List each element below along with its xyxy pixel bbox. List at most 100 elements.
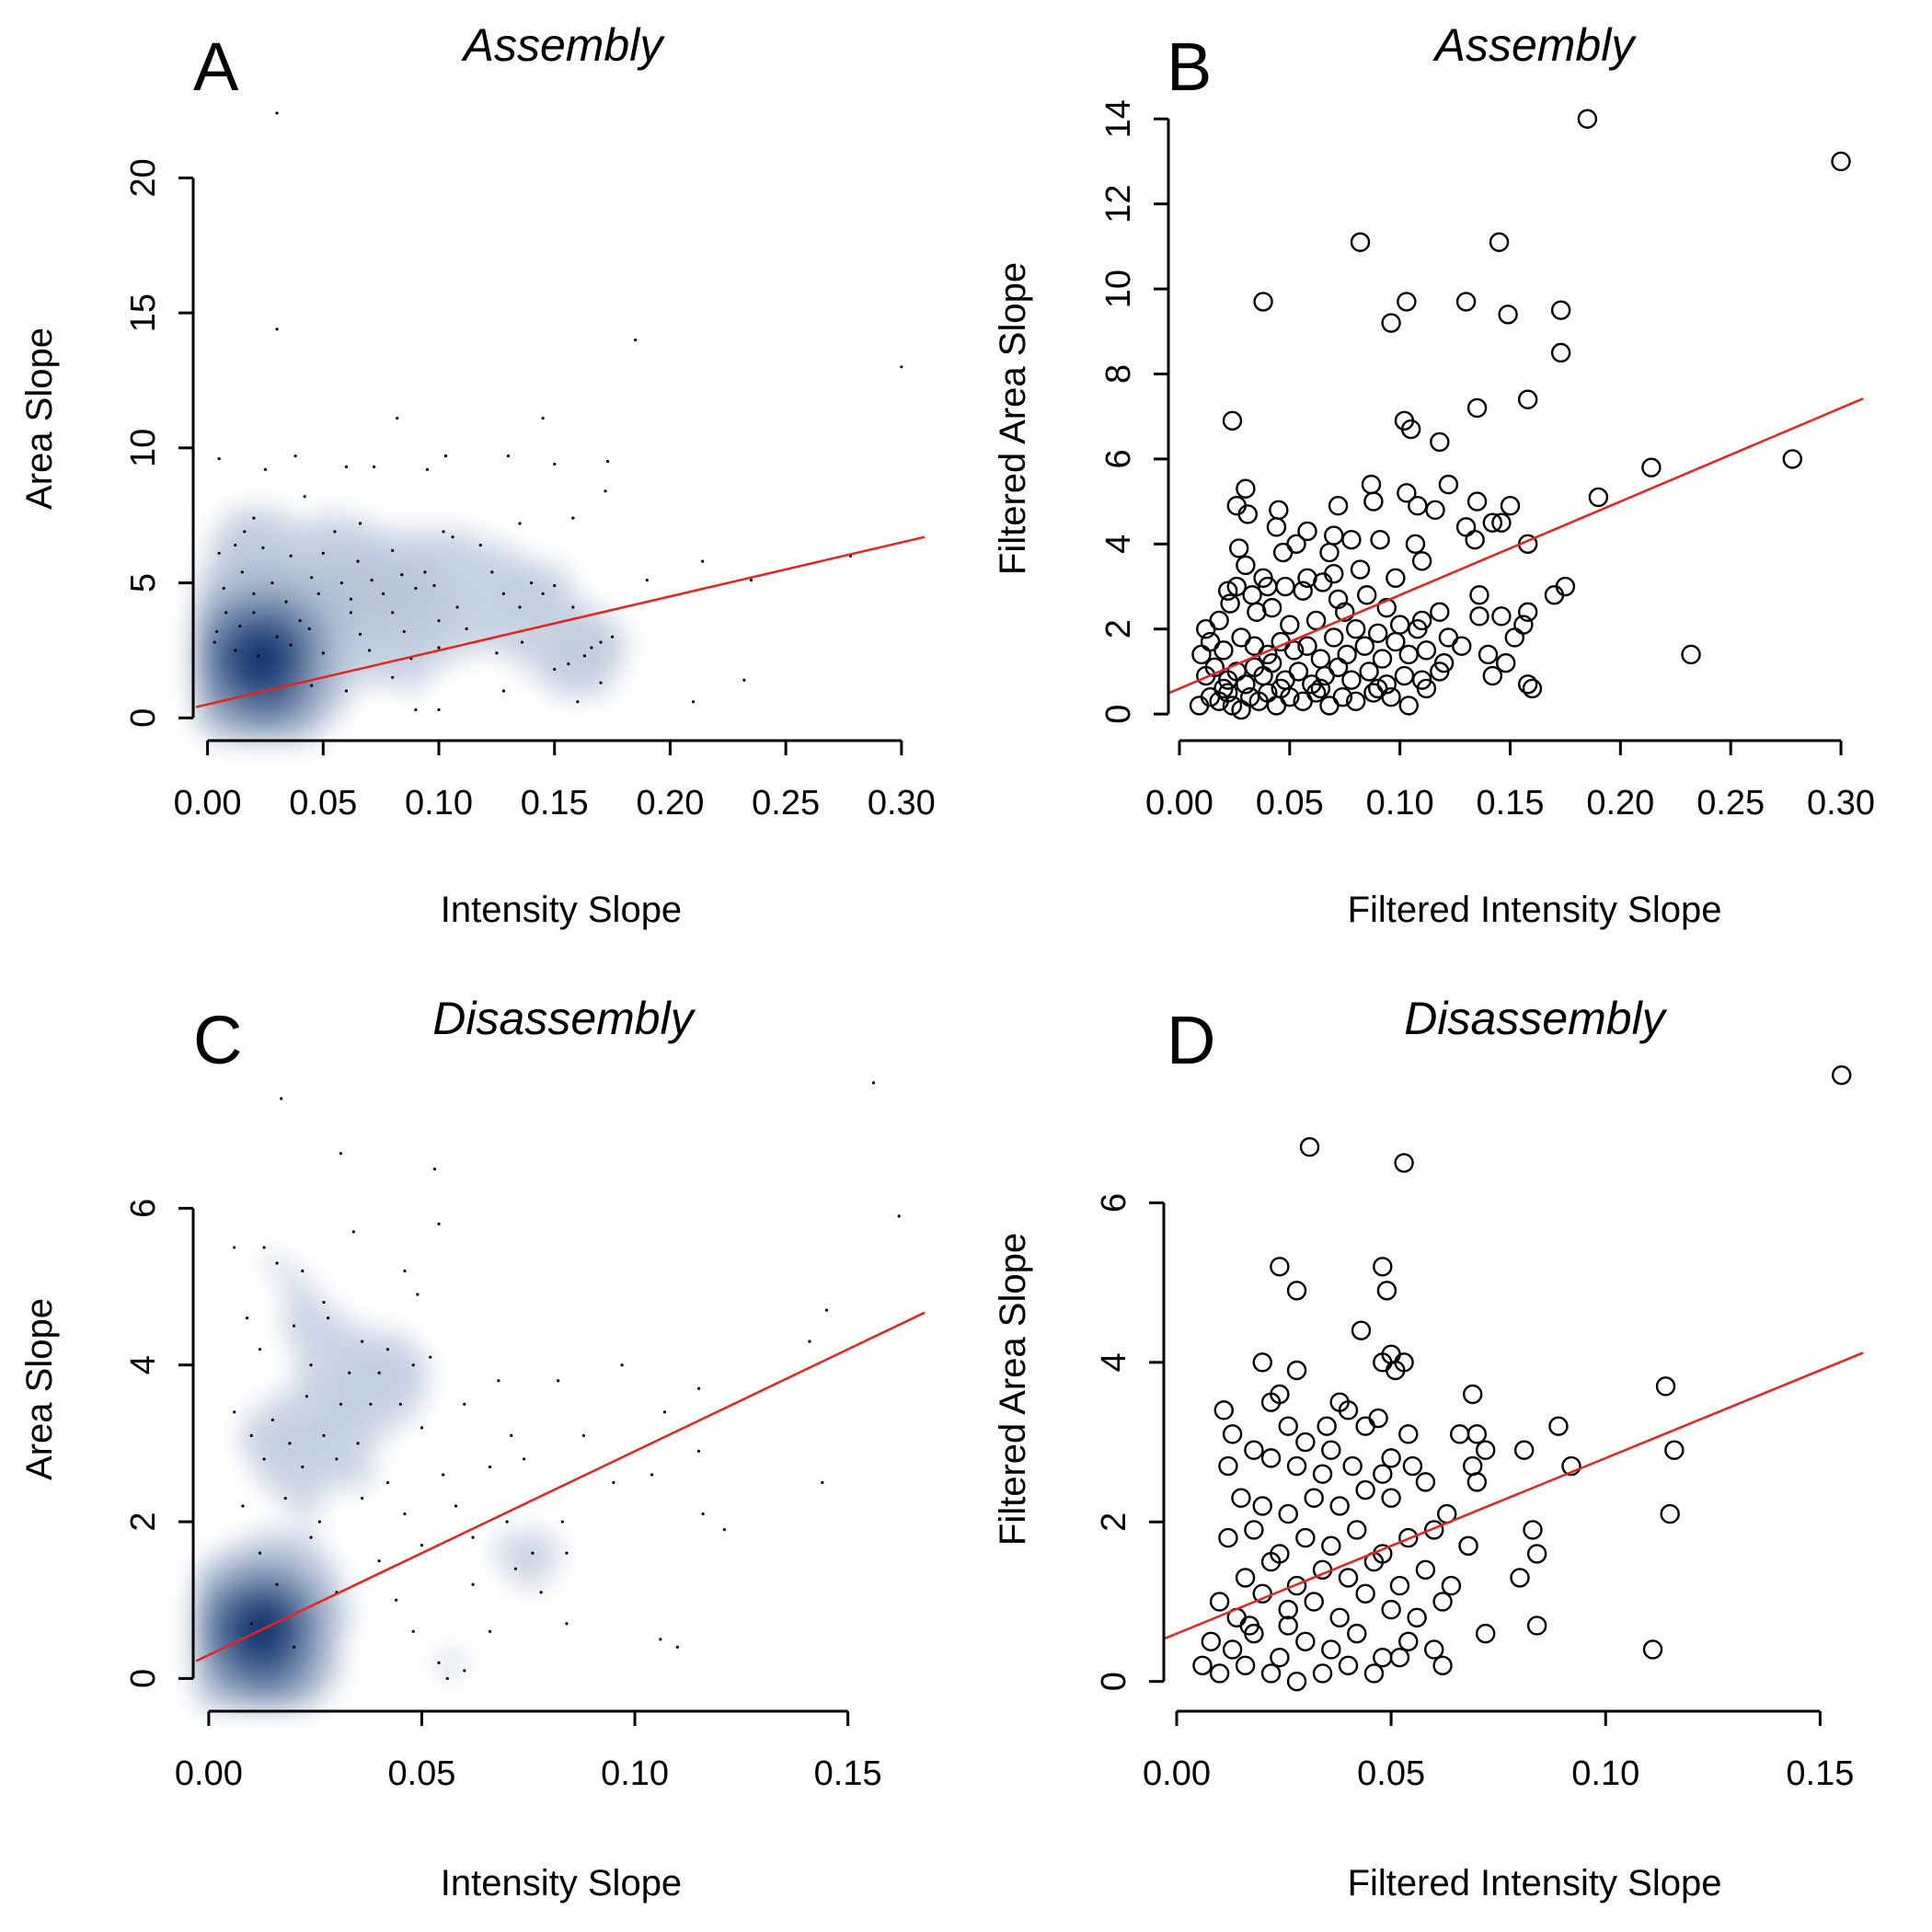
panel-c-y-axis: 0 2 4 6 (124, 1199, 195, 1688)
data-point (443, 454, 448, 458)
data-point (420, 1426, 424, 1430)
density-cell (196, 1641, 208, 1653)
density-cell (295, 1443, 307, 1455)
density-cell (273, 1597, 285, 1609)
density-cell (273, 1476, 285, 1488)
density-cell (538, 1542, 550, 1554)
density-cell (351, 1354, 362, 1366)
density-cell (472, 607, 484, 619)
density-cell (284, 1454, 296, 1466)
data-point (696, 1449, 701, 1454)
density-cell (251, 1553, 263, 1565)
density-cell (306, 1343, 318, 1355)
density-cell (593, 651, 605, 663)
density-cell (538, 673, 550, 685)
panel-a: A Assembly 0.00 0.05 0.10 0.15 0.20 0.25 0.30 … (19, 19, 936, 930)
x-tick-label: 0.30 (868, 784, 936, 822)
data-point (1361, 474, 1382, 495)
data-point (1328, 657, 1349, 678)
data-point (275, 328, 279, 331)
density-cell (417, 530, 429, 542)
density-cell (284, 1465, 296, 1477)
density-cell (229, 541, 241, 553)
density-cell (571, 662, 583, 674)
data-point (1317, 1416, 1337, 1436)
density-cell (306, 1321, 318, 1333)
density-cell (273, 1531, 285, 1543)
density-cell (284, 1432, 296, 1443)
density-cell (306, 1487, 318, 1499)
density-cell (362, 1420, 374, 1432)
data-point (604, 489, 607, 493)
density-cell (240, 1553, 252, 1565)
density-cell (284, 1641, 296, 1653)
data-point (326, 1316, 330, 1320)
density-cell (273, 1652, 285, 1664)
data-point (599, 640, 603, 644)
panel-c: C Disassembly 0.00 0.05 0.10 0.15 0 2 4 6 Inte… (19, 993, 926, 1903)
data-point (1213, 1400, 1234, 1420)
density-cell (384, 629, 396, 641)
data-point (1261, 652, 1282, 673)
data-point (367, 649, 372, 652)
density-cell (262, 651, 274, 663)
data-point (696, 1386, 701, 1390)
data-point (1394, 665, 1415, 686)
density-cell (251, 1641, 263, 1653)
density-cell (284, 530, 296, 542)
density-cell (351, 1387, 362, 1399)
data-point (275, 1261, 279, 1265)
density-cell (362, 1376, 374, 1388)
density-cell (472, 629, 484, 641)
density-cell (328, 1564, 340, 1576)
density-cell (317, 651, 329, 663)
data-point (1226, 576, 1248, 597)
density-cell (494, 1553, 506, 1565)
density-cell (251, 640, 263, 652)
density-cell (406, 1398, 418, 1410)
x-tick-label: 0.05 (387, 1754, 455, 1793)
density-cell (450, 618, 462, 630)
density-cell (284, 1619, 296, 1631)
density-cell (351, 1398, 362, 1410)
density-cell (262, 1432, 274, 1443)
density-cell (273, 1465, 285, 1477)
density-cell (262, 1409, 274, 1421)
data-point (701, 1512, 705, 1516)
density-cell (317, 530, 329, 542)
data-point (1416, 678, 1437, 699)
density-cell (505, 1542, 517, 1554)
density-cell (384, 1420, 396, 1432)
y-tick-label: 0 (1095, 1672, 1133, 1691)
density-cell (262, 541, 274, 553)
density-cell (273, 629, 285, 641)
density-cell (273, 696, 285, 707)
data-point (1260, 1392, 1282, 1412)
data-point (1430, 602, 1450, 622)
density-cell (240, 1432, 252, 1443)
density-cell (538, 640, 550, 652)
density-cell (328, 563, 340, 575)
density-cell (295, 519, 307, 531)
density-cell (549, 684, 561, 696)
density-cell (439, 618, 451, 630)
density-cell (450, 552, 462, 564)
data-point (224, 611, 228, 615)
density-cell (328, 651, 340, 663)
density-cell (262, 1674, 274, 1686)
density-cell (262, 607, 274, 619)
density-cell (251, 508, 263, 520)
data-point (1286, 1360, 1307, 1381)
density-cell (240, 508, 252, 520)
density-cell (560, 629, 572, 641)
density-cell (472, 574, 484, 586)
data-point (1397, 292, 1417, 312)
density-cell (218, 1597, 230, 1609)
density-cell (240, 1685, 252, 1697)
density-cell (229, 530, 241, 542)
density-cell (494, 640, 506, 652)
density-cell (251, 541, 263, 553)
density-cell (240, 1586, 252, 1598)
density-cell (328, 1387, 340, 1399)
density-cell (538, 1564, 550, 1576)
